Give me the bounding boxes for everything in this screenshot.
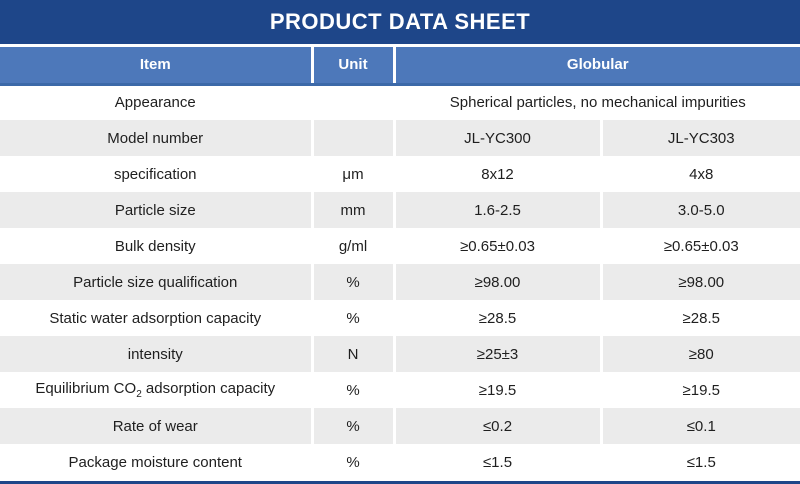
unit-cell: % xyxy=(312,444,396,480)
value-cell: ≤0.2 xyxy=(394,408,603,444)
value-cell: ≥28.5 xyxy=(394,300,603,336)
unit-cell: mm xyxy=(312,192,396,228)
value-cell: ≥0.65±0.03 xyxy=(394,228,603,264)
item-cell: Package moisture content xyxy=(0,444,314,480)
unit-cell xyxy=(312,120,396,156)
subscript: 2 xyxy=(136,389,142,400)
value-cell: 8x12 xyxy=(394,156,603,192)
table-row: Appearance Spherical particles, no mechan… xyxy=(0,84,800,120)
item-cell: Particle size xyxy=(0,192,314,228)
unit-cell: % xyxy=(312,300,396,336)
table-row: specification μm 8x12 4x8 xyxy=(0,156,800,192)
unit-cell: % xyxy=(312,264,396,300)
value-cell: JL-YC300 xyxy=(394,120,603,156)
table-row: Particle size mm 1.6-2.5 3.0-5.0 xyxy=(0,192,800,228)
value-cell: ≤1.5 xyxy=(394,444,603,480)
data-table: Item Unit Globular Appearance Spherical p… xyxy=(0,47,800,480)
unit-cell: g/ml xyxy=(312,228,396,264)
column-header-item: Item xyxy=(0,47,314,86)
header-row: Item Unit Globular xyxy=(0,47,800,86)
bottom-border xyxy=(0,481,800,484)
unit-cell: μm xyxy=(312,156,396,192)
item-cell: specification xyxy=(0,156,314,192)
value-cell: ≥98.00 xyxy=(394,264,603,300)
value-cell: ≤0.1 xyxy=(601,408,800,444)
table-row: Bulk density g/ml ≥0.65±0.03 ≥0.65±0.03 xyxy=(0,228,800,264)
value-cell: JL-YC303 xyxy=(601,120,800,156)
value-cell: ≥0.65±0.03 xyxy=(601,228,800,264)
table-row: Particle size qualification% ≥98.00 ≥98.00 xyxy=(0,264,800,300)
table-row: Equilibrium CO2 adsorption capacity% ≥19.… xyxy=(0,372,800,408)
unit-cell: % xyxy=(312,372,396,408)
column-header-globular: Globular xyxy=(394,47,800,86)
value-cell: ≤1.5 xyxy=(601,444,800,480)
item-cell: Particle size qualification xyxy=(0,264,314,300)
item-cell: Rate of wear xyxy=(0,408,314,444)
item-cell: Static water adsorption capacity xyxy=(0,300,314,336)
unit-cell: % xyxy=(312,408,396,444)
value-cell: 3.0-5.0 xyxy=(601,192,800,228)
item-cell: Equilibrium CO2 adsorption capacity xyxy=(0,372,314,408)
value-cell: ≥25±3 xyxy=(394,336,603,372)
value-cell: ≥98.00 xyxy=(601,264,800,300)
table-row: Model number JL-YC300 JL-YC303 xyxy=(0,120,800,156)
value-cell-spanning: Spherical particles, no mechanical impur… xyxy=(394,84,800,120)
item-cell: Appearance xyxy=(0,84,314,120)
column-header-unit: Unit xyxy=(312,47,396,86)
value-cell: 4x8 xyxy=(601,156,800,192)
value-cell: ≥80 xyxy=(601,336,800,372)
unit-cell xyxy=(312,84,396,120)
value-cell: ≥19.5 xyxy=(394,372,603,408)
value-cell: 1.6-2.5 xyxy=(394,192,603,228)
item-cell: intensity xyxy=(0,336,314,372)
item-cell: Bulk density xyxy=(0,228,314,264)
item-cell: Model number xyxy=(0,120,314,156)
value-cell: ≥28.5 xyxy=(601,300,800,336)
unit-cell: N xyxy=(312,336,396,372)
value-cell: ≥19.5 xyxy=(601,372,800,408)
table-row: Package moisture content% ≤1.5 ≤1.5 xyxy=(0,444,800,480)
table-row: Static water adsorption capacity% ≥28.5 ≥2… xyxy=(0,300,800,336)
table-row: intensity N ≥25±3 ≥80 xyxy=(0,336,800,372)
page-title: PRODUCT DATA SHEET xyxy=(269,9,531,34)
table-row: Rate of wear% ≤0.2 ≤0.1 xyxy=(0,408,800,444)
title-bar: PRODUCT DATA SHEET xyxy=(0,0,800,44)
